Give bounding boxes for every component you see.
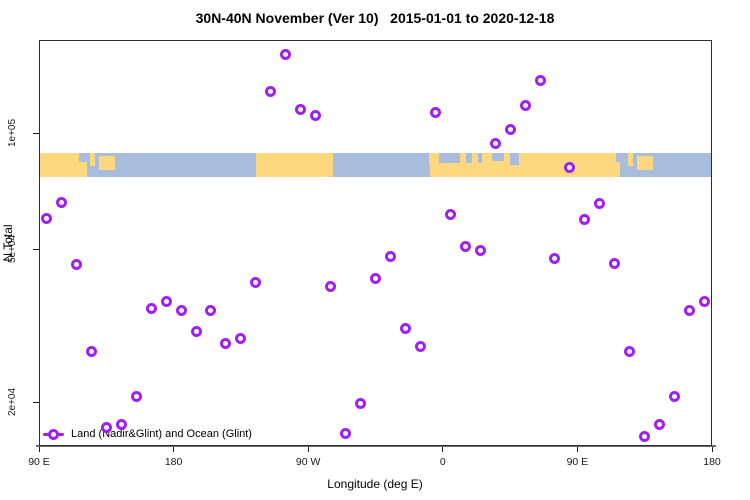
data-point — [384, 250, 396, 262]
data-point — [190, 325, 202, 337]
data-point — [684, 304, 696, 316]
x-tick — [711, 447, 713, 452]
data-point — [549, 252, 561, 264]
data-point — [639, 431, 651, 442]
data-point — [699, 295, 711, 307]
coastline-map-band — [40, 153, 712, 177]
data-point — [175, 304, 187, 316]
map-sea-patch — [491, 153, 504, 161]
legend-label: Land (Nadir&Glint) and Ocean (Glint) — [71, 428, 252, 440]
x-tick-label: 90 W — [295, 456, 321, 468]
data-point — [609, 257, 621, 269]
y-tick — [33, 133, 39, 135]
y-tick — [33, 249, 39, 251]
data-point — [220, 337, 232, 349]
x-tick — [173, 447, 175, 452]
data-point — [130, 391, 142, 403]
x-tick-label: 180 — [164, 456, 183, 468]
data-point — [265, 86, 277, 98]
map-land-segment — [627, 153, 633, 167]
data-point — [519, 99, 531, 111]
map-land-segment — [460, 153, 467, 165]
x-tick — [38, 447, 40, 452]
data-point — [534, 74, 546, 86]
map-sea-patch — [78, 153, 88, 163]
x-axis-line — [36, 445, 716, 447]
map-sea-patch — [444, 154, 460, 164]
data-point — [594, 197, 606, 209]
x-tick — [576, 447, 578, 452]
data-point — [100, 422, 112, 433]
map-land-segment — [255, 153, 333, 177]
data-point — [669, 391, 681, 403]
data-point — [355, 398, 367, 410]
data-point — [654, 419, 666, 431]
x-tick-label: 180 — [703, 456, 721, 468]
data-point — [489, 137, 501, 149]
data-point — [280, 49, 292, 60]
map-land-segment — [429, 153, 440, 164]
data-point — [160, 295, 172, 307]
map-land-segment — [636, 155, 653, 170]
data-point — [235, 332, 247, 344]
x-tick-label: 90 E — [28, 456, 50, 468]
y-tick-label: 2e+04 — [7, 388, 18, 417]
x-tick — [307, 447, 309, 452]
data-point — [325, 280, 337, 292]
x-tick-label: 90 E — [566, 456, 589, 468]
map-sea-patch — [616, 153, 625, 163]
data-point — [85, 345, 97, 357]
map-land-segment — [499, 153, 621, 177]
data-point — [564, 161, 576, 173]
map-land-segment — [98, 155, 116, 170]
data-point — [414, 340, 426, 352]
data-point — [429, 107, 441, 119]
data-point — [250, 276, 262, 288]
data-point — [205, 304, 217, 316]
x-tick — [442, 447, 444, 452]
map-land-segment — [472, 153, 479, 165]
map-land-segment — [482, 153, 500, 164]
data-point — [474, 244, 486, 256]
data-point — [399, 323, 411, 335]
data-point — [40, 212, 52, 224]
plot-border-box — [39, 40, 712, 446]
data-point — [370, 272, 381, 284]
y-tick-label: 5e+04 — [7, 234, 18, 264]
map-land-segment — [90, 153, 96, 167]
data-point — [310, 110, 322, 122]
data-point — [145, 302, 157, 314]
y-tick — [33, 402, 39, 404]
x-axis-title: Longitude (deg E) — [327, 477, 423, 491]
x-tick-label: 0 — [439, 456, 446, 468]
data-point — [624, 345, 636, 357]
data-point — [504, 124, 516, 136]
data-point — [55, 196, 67, 208]
data-point — [340, 427, 352, 439]
data-point — [70, 258, 82, 270]
data-point — [459, 240, 471, 252]
map-land-segment — [429, 163, 500, 177]
map-sea-patch — [509, 153, 519, 165]
data-point — [115, 419, 127, 431]
data-point — [579, 213, 591, 225]
y-tick-label: 1e+05 — [7, 119, 18, 148]
data-point — [295, 104, 307, 116]
legend-circle-marker-icon — [48, 429, 59, 440]
data-point — [444, 208, 456, 220]
chart-title: 30N-40N November (Ver 10) 2015-01-01 to … — [195, 10, 555, 26]
